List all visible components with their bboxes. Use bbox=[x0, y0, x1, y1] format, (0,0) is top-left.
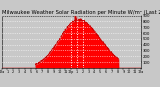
Text: Milwaukee Weather Solar Radiation per Minute W/m² (Last 24 Hours): Milwaukee Weather Solar Radiation per Mi… bbox=[2, 10, 160, 15]
